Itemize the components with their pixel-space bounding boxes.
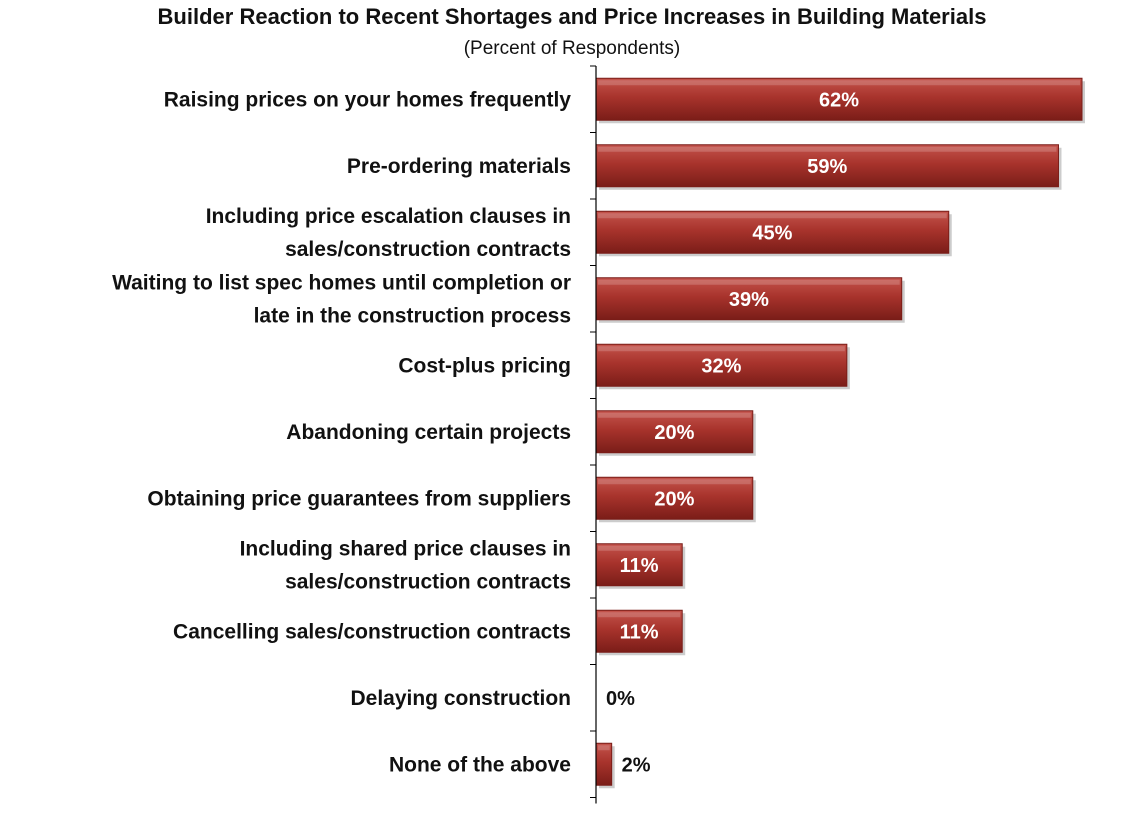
data-label: 0%: [606, 688, 635, 710]
data-label: 20%: [654, 422, 694, 444]
bar: [595, 77, 1083, 121]
category-label: None of the above: [389, 753, 571, 776]
data-label: 20%: [654, 488, 694, 510]
bar: [595, 410, 754, 454]
bar: [595, 144, 1059, 188]
category-label: Including price escalation clauses in sal…: [206, 205, 571, 261]
category-label: Delaying construction: [350, 687, 571, 710]
chart-subtitle: (Percent of Respondents): [463, 38, 681, 59]
data-label: 59%: [807, 156, 847, 178]
data-label: 2%: [622, 754, 651, 776]
bar: [595, 543, 683, 587]
data-label: 62%: [819, 89, 859, 111]
chart-title: Builder Reaction to Recent Shortages and…: [157, 4, 987, 29]
category-label: Including shared price clauses in sales/c…: [240, 537, 571, 593]
bar: [595, 210, 950, 254]
data-label: 32%: [701, 355, 741, 377]
bar: [595, 343, 848, 387]
category-label: Raising prices on your homes frequently: [164, 88, 572, 111]
bar: [595, 609, 683, 653]
bar: [595, 277, 903, 321]
category-label: Obtaining price guarantees from supplier…: [147, 487, 571, 510]
category-label: Pre-ordering materials: [347, 155, 571, 178]
data-label: 45%: [752, 222, 792, 244]
category-label: Cancelling sales/construction contracts: [173, 620, 571, 643]
category-label: Cost-plus pricing: [398, 354, 571, 377]
data-label: 11%: [620, 555, 659, 577]
data-label: 39%: [729, 289, 769, 311]
category-label: Abandoning certain projects: [286, 421, 571, 444]
bar: [595, 476, 754, 520]
category-label: Waiting to list spec homes until complet…: [112, 271, 571, 327]
data-label: 11%: [620, 621, 659, 643]
